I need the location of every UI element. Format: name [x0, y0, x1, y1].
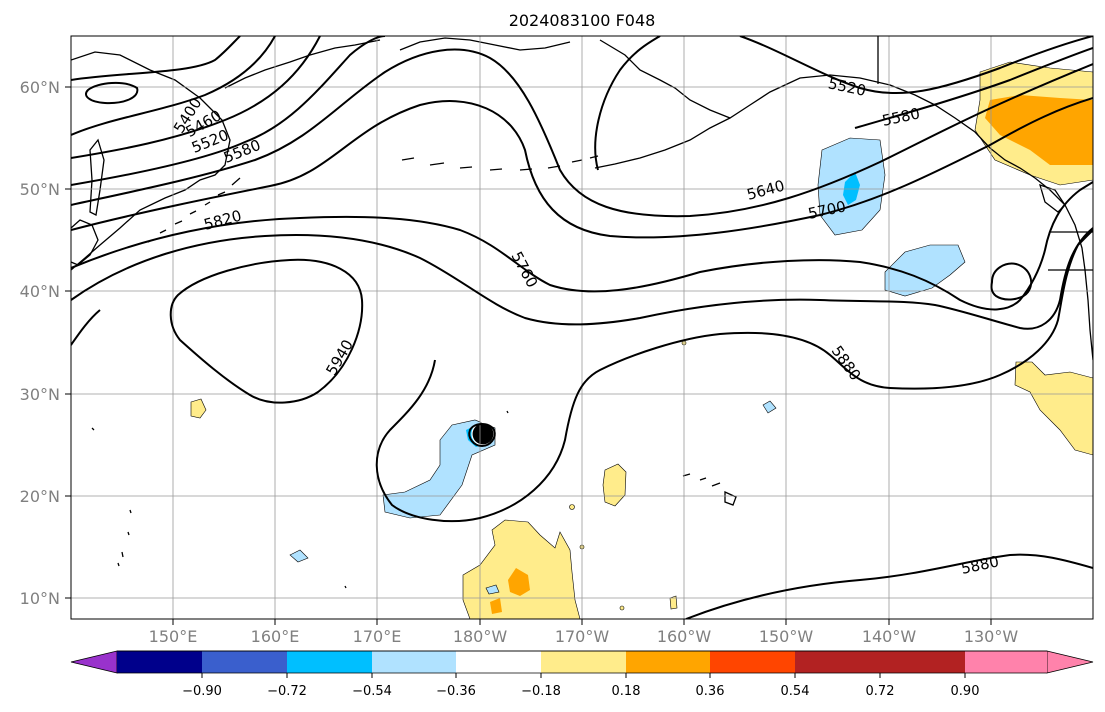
height-contours — [71, 36, 1093, 619]
colorbar-arrow-right — [1046, 650, 1094, 674]
shade-cyan-gulf — [843, 172, 860, 205]
shade-orange-south — [508, 568, 530, 596]
lon-label-160w: 160°W — [657, 627, 712, 646]
colorbar-label: −0.36 — [436, 684, 476, 699]
contour-5520-east — [594, 36, 1093, 171]
tick-marks — [65, 86, 992, 625]
colorbar-segment — [287, 651, 372, 673]
lat-label-50n: 50°N — [20, 180, 60, 199]
lon-label-170w: 170°W — [555, 627, 610, 646]
colorbar-label: 0.18 — [612, 684, 641, 699]
shade-orange-south-2 — [490, 598, 502, 614]
shade-yellow-small-1 — [669, 595, 678, 610]
coast-alaska-peninsula — [594, 117, 731, 169]
colorbar-segment — [541, 651, 626, 673]
contour-5880-south — [685, 553, 1093, 619]
colorbar-label: −0.18 — [521, 684, 561, 699]
lon-label-150e: 150°E — [149, 627, 198, 646]
coast-okhotsk — [224, 39, 381, 89]
coast-aleutians — [401, 155, 599, 171]
coast-sakhalin — [89, 138, 105, 216]
map-title: 2024083100 F048 — [509, 11, 656, 30]
lon-labels: 150°E 160°E 170°E 180°W 170°W 160°W 150°… — [149, 627, 1019, 646]
colorbar-segment — [626, 651, 710, 673]
contour-closed-east — [990, 262, 1033, 301]
lat-label-10n: 10°N — [20, 589, 60, 608]
contour-5520-west — [71, 36, 321, 159]
lat-label-30n: 30°N — [20, 385, 60, 404]
lat-label-20n: 20°N — [20, 487, 60, 506]
contour-5880 — [71, 229, 1093, 523]
coast-kurils — [147, 177, 241, 243]
contour-5580-west — [71, 36, 386, 186]
contour-5640-west — [71, 48, 1093, 218]
shade-yellow-dot-3 — [619, 605, 625, 611]
lon-label-130w: 130°W — [964, 627, 1019, 646]
shade-yellow-dot-2 — [569, 504, 575, 510]
colorbar-segment — [202, 651, 287, 673]
colorbar-segment — [795, 651, 880, 673]
colorbar-segment — [710, 651, 795, 673]
colorbar-segment — [965, 651, 1047, 673]
coast-islands-west — [91, 410, 509, 589]
gridlines — [71, 36, 1093, 619]
colorbar-segment — [880, 651, 965, 673]
map-area: 5400 5460 5520 5580 5820 5940 5760 5520 … — [71, 36, 1093, 619]
shade-yellow-east — [1014, 361, 1093, 456]
lon-label-180w: 180°W — [453, 627, 508, 646]
colorbar-segment — [456, 651, 541, 673]
colorbar-label: −0.90 — [182, 684, 222, 699]
contour-5580-east — [854, 47, 1093, 129]
contour-5820 — [71, 227, 1093, 330]
colorbar-arrow-left — [70, 650, 118, 674]
colorbar-label: 0.54 — [781, 684, 810, 699]
lat-labels: 60°N 50°N 40°N 30°N 20°N 10°N — [20, 78, 60, 608]
colorbar-segment — [372, 651, 456, 673]
contour-storm-ring — [468, 423, 496, 448]
colorbar-label: −0.54 — [352, 684, 392, 699]
shaded-fields — [190, 61, 1093, 619]
lon-label-150w: 150°W — [759, 627, 814, 646]
shade-blue-west — [289, 549, 309, 563]
shade-blue-small — [762, 400, 777, 414]
lon-label-140w: 140°W — [862, 627, 917, 646]
shade-yellow-west — [190, 398, 207, 419]
coast-chukotka — [399, 37, 571, 51]
lat-label-60n: 60°N — [20, 78, 60, 97]
colorbar-label: −0.72 — [267, 684, 307, 699]
contour-5400 — [71, 36, 241, 81]
colorbar: −0.90 −0.72 −0.54 −0.36 −0.18 0.18 0.36 … — [70, 650, 1094, 699]
shade-yellow-south — [462, 519, 581, 619]
shade-blue-south — [485, 584, 500, 595]
contour-5700 — [71, 97, 1093, 239]
colorbar-label: 0.72 — [866, 684, 895, 699]
colorbar-label: 0.36 — [696, 684, 725, 699]
contour-5460 — [71, 36, 276, 136]
shade-yellow-20n — [602, 463, 627, 507]
coast-bc — [989, 147, 1093, 361]
shade-orange-ne — [985, 95, 1093, 165]
contour-closed-kamchatka — [85, 82, 139, 105]
coast-hawaii — [682, 473, 737, 506]
colorbar-label: 0.90 — [951, 684, 980, 699]
lon-label-170e: 170°E — [353, 627, 402, 646]
contour-5940-closed — [169, 258, 364, 404]
lon-label-160e: 160°E — [251, 627, 300, 646]
shade-blue-east — [884, 244, 966, 297]
colorbar-segment — [117, 651, 202, 673]
lat-label-40n: 40°N — [20, 282, 60, 301]
